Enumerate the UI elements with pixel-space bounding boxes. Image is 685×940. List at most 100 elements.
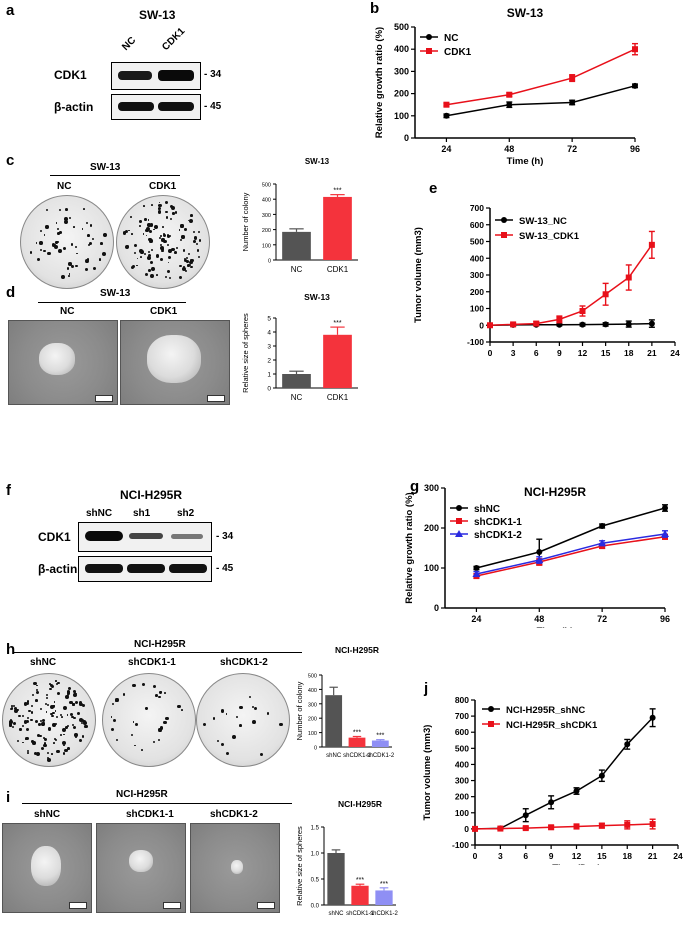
colony-dot [12, 704, 16, 708]
colony-dot [175, 246, 178, 250]
colony-dot [103, 232, 107, 237]
group-label: NCI-H295R [134, 639, 186, 650]
y-tick-label: 800 [455, 695, 469, 705]
colony-dot [8, 722, 13, 726]
significance-mark: *** [356, 877, 364, 884]
colony-dot [45, 710, 48, 713]
colony-dot [158, 696, 161, 699]
x-tick-label: shCDK1-2 [370, 911, 398, 917]
colony-dot [21, 714, 25, 718]
colony-dot [112, 719, 117, 723]
colony-dot [187, 219, 190, 222]
data-point [624, 821, 631, 828]
colony-dot [67, 693, 70, 696]
y-tick-label: 200 [394, 89, 409, 99]
data-point [533, 320, 540, 327]
colony-dot [32, 693, 35, 696]
colony-dot [25, 736, 29, 740]
colony-dot [252, 706, 255, 709]
x-tick-label: 48 [504, 144, 514, 154]
data-point [488, 706, 494, 712]
colony-dot [196, 249, 200, 252]
colony-dot [54, 738, 58, 741]
colony-dot [51, 243, 56, 247]
colony-dot [171, 247, 175, 252]
colony-dot [12, 725, 15, 728]
x-tick-label: 21 [648, 851, 658, 861]
colony-dot [68, 273, 71, 276]
colony-dot [62, 752, 66, 755]
sphere-micrograph [8, 320, 118, 405]
colony-dot [25, 701, 30, 706]
data-point [662, 505, 668, 511]
band [158, 70, 194, 81]
data-point [443, 112, 450, 119]
data-point [602, 291, 609, 298]
colony-dot [72, 689, 76, 693]
legend-label: shCDK1-2 [474, 530, 522, 541]
group-underline [14, 652, 302, 653]
mw-marker: - 34 [204, 69, 222, 80]
colony-dot [47, 757, 51, 762]
colony-dot [53, 701, 56, 703]
data-point [473, 565, 480, 571]
data-point [488, 721, 494, 727]
colony-dot [140, 250, 144, 255]
y-tick-label: 200 [308, 717, 317, 723]
data-point [632, 46, 638, 53]
colony-dot [162, 232, 166, 236]
colony-dot [144, 272, 149, 277]
colony-dot [130, 216, 133, 218]
colony-dot [55, 241, 58, 244]
x-tick-label: 3 [498, 851, 503, 861]
colony-dot [152, 740, 155, 743]
data-point [506, 101, 513, 108]
group-label: SW-13 [90, 162, 121, 173]
colony-dot [42, 249, 46, 253]
colony-dot [147, 219, 150, 221]
y-axis-label: Number of colony [295, 681, 304, 740]
colony-dot [72, 716, 76, 720]
colony-dot [144, 218, 147, 221]
significance-mark: *** [353, 729, 361, 736]
y-tick-label: -100 [452, 840, 469, 850]
colony-dot [149, 239, 153, 243]
bar [282, 231, 311, 260]
y-tick-label: 300 [262, 213, 271, 219]
colony-dot [41, 722, 45, 727]
colony-dot [185, 260, 189, 264]
band [118, 102, 154, 111]
bar [325, 695, 343, 747]
colony-dot [181, 235, 185, 239]
colony-dot [279, 722, 283, 726]
colony-dot [69, 712, 73, 716]
colony-dot [9, 724, 13, 727]
data-point [443, 101, 450, 108]
colony-dot [136, 264, 139, 267]
colony-dot [65, 725, 69, 729]
colony-dot [54, 244, 59, 249]
colony-dot [182, 249, 185, 252]
colony-dot [167, 261, 170, 264]
colony-dot [87, 234, 90, 237]
image-label: CDK1 [149, 181, 177, 192]
x-tick-label: 15 [597, 851, 607, 861]
data-point [535, 556, 544, 563]
band [171, 534, 203, 539]
colony-dot [152, 684, 157, 689]
panel-j: j -100 0 100 200 300 400 500 600 700 800 0 3 6 9 12 15 1… [420, 680, 685, 865]
x-tick-label: 3 [511, 348, 516, 358]
panel-f-western-blot: f NCI-H295R shNC sh1 sh2 CDK1 β-actin - … [0, 480, 260, 595]
x-tick-label: NC [291, 393, 303, 402]
colony-dot [149, 261, 153, 265]
row-label-actin: β-actin [54, 100, 94, 114]
data-point [510, 321, 517, 328]
colony-dot [63, 744, 65, 747]
colony-dot [45, 208, 48, 212]
colony-dot [63, 217, 68, 222]
colony-dot [36, 689, 39, 692]
chart-h-colony: NCI-H295R 0 100 200 300 400 500 Number of colon… [295, 645, 395, 759]
y-tick-label: 100 [424, 563, 439, 573]
colony-dot [157, 210, 162, 215]
colony-dot [13, 708, 18, 713]
